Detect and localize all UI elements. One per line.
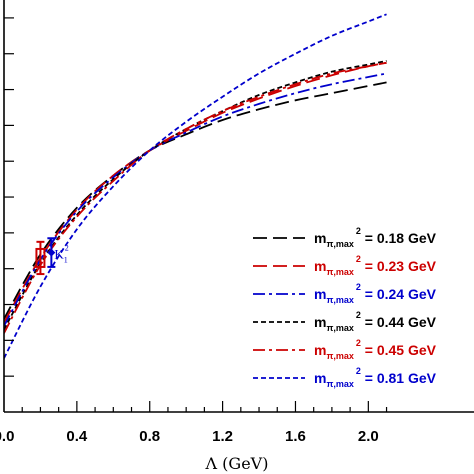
legend-label: mπ,max2 = 0.45 GeV — [314, 338, 437, 361]
axes-layer — [3, 0, 474, 413]
legend-label-sup: 2 — [356, 310, 361, 320]
series-line-1 — [4, 81, 387, 320]
legend-label-sub: π,max — [326, 239, 353, 249]
x-tick-label: 0.0 — [0, 428, 14, 445]
legend-label-value: = 0.24 GeV — [361, 286, 437, 302]
series-line-2 — [4, 61, 387, 323]
legend-item-4: mπ,max2 = 0.44 GeV — [253, 310, 437, 333]
legend-item-2: mπ,max2 = 0.23 GeV — [253, 254, 437, 277]
point-label: K2 1 — [54, 244, 68, 265]
tick-labels: 0.0 0.4 0.8 1.2 1.6 2.0 — [0, 428, 379, 445]
legend-label: mπ,max2 = 0.44 GeV — [314, 310, 437, 333]
legend-label-sub: π,max — [326, 267, 353, 277]
legend-label-value: = 0.81 GeV — [361, 370, 437, 386]
series-line-3 — [4, 72, 387, 327]
legend-label: mπ,max2 = 0.81 GeV — [314, 366, 437, 389]
points-layer: K2 1 — [35, 237, 69, 276]
legend-label-sup: 2 — [356, 282, 361, 292]
legend-item-3: mπ,max2 = 0.24 GeV — [253, 282, 437, 305]
legend-label-value: = 0.18 GeV — [361, 230, 437, 246]
legend-label: mπ,max2 = 0.18 GeV — [314, 226, 437, 249]
legend-label-sub: π,max — [326, 323, 353, 333]
x-tick-label: 2.0 — [358, 428, 379, 445]
legend-label-sup: 2 — [356, 338, 361, 348]
point-label-sup: 2 — [65, 244, 69, 253]
series-line-6 — [4, 13, 387, 359]
legend-label-value: = 0.45 GeV — [361, 342, 437, 358]
legend-item-5: mπ,max2 = 0.45 GeV — [253, 338, 437, 361]
series-layer — [4, 13, 387, 359]
legend-label-sup: 2 — [356, 254, 361, 264]
legend-label: mπ,max2 = 0.23 GeV — [314, 254, 437, 277]
series-line-4 — [4, 60, 387, 331]
legend-item-6: mπ,max2 = 0.81 GeV — [253, 366, 437, 389]
legend-label-sub: π,max — [326, 295, 353, 305]
x-tick-label: 0.4 — [66, 428, 88, 445]
marker-diamond — [47, 248, 56, 257]
legend-label-value: = 0.23 GeV — [361, 258, 437, 274]
legend-label-sub: π,max — [326, 351, 353, 361]
legend-label-main: m — [314, 258, 326, 274]
x-tick-label: 1.2 — [212, 428, 233, 445]
legend-label-sup: 2 — [356, 366, 361, 376]
legend-label: mπ,max2 = 0.24 GeV — [314, 282, 437, 305]
data-point-1 — [35, 240, 46, 276]
x-tick-label: 1.6 — [285, 428, 306, 445]
x-tick-label: 0.8 — [139, 428, 160, 445]
marker-square — [35, 247, 46, 268]
legend-label-sub: π,max — [326, 379, 353, 389]
legend-label-sup: 2 — [356, 226, 361, 236]
series-line-5 — [4, 61, 387, 334]
legend-label-main: m — [314, 342, 326, 358]
x-axis-label: Λ (GeV) — [205, 454, 269, 473]
legend-label-main: m — [314, 230, 326, 246]
legend-label-main: m — [314, 370, 326, 386]
legend-label-main: m — [314, 314, 326, 330]
legend-item-1: mπ,max2 = 0.18 GeV — [253, 226, 437, 249]
legend-label-main: m — [314, 286, 326, 302]
legend-label-value: = 0.44 GeV — [361, 314, 437, 330]
data-point-2: K2 1 — [47, 237, 69, 268]
point-label-sub: 1 — [64, 256, 68, 265]
